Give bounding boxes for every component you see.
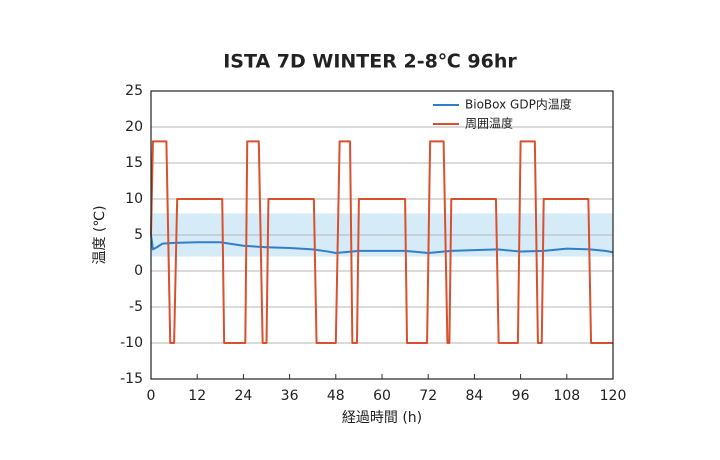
- chart-title: ISTA 7D WINTER 2-8℃ 96hr: [223, 51, 517, 73]
- y-tick-label: 10: [125, 191, 143, 207]
- x-tick-label: 120: [600, 388, 627, 404]
- x-tick-label: 36: [281, 388, 299, 404]
- x-tick-label: 84: [465, 388, 483, 404]
- y-tick-label: 25: [125, 83, 143, 99]
- legend-label: 周囲温度: [465, 116, 513, 131]
- x-tick-label: 72: [419, 388, 437, 404]
- series-line: [150, 140, 613, 344]
- y-tick-label: 0: [134, 263, 143, 279]
- x-tick-label: 96: [512, 388, 530, 404]
- x-tick-label: 108: [553, 388, 580, 404]
- x-tick-label: 24: [234, 388, 252, 404]
- y-tick-label: -5: [129, 299, 143, 315]
- x-axis-label: 経過時間 (h): [342, 410, 422, 426]
- x-tick-label: 0: [147, 388, 156, 404]
- y-tick-label: 20: [125, 119, 143, 135]
- y-tick-label: -15: [120, 371, 143, 387]
- y-tick-label: 15: [125, 155, 143, 171]
- plot-frame: [150, 90, 614, 380]
- y-tick-label: -10: [120, 335, 143, 351]
- x-tick-label: 48: [327, 388, 345, 404]
- x-tick-label: 12: [188, 388, 206, 404]
- y-tick-label: 5: [134, 227, 143, 243]
- y-axis-label: 温度 (℃): [92, 205, 108, 264]
- legend-label: BioBox GDP内温度: [465, 97, 572, 112]
- x-tick-label: 60: [373, 388, 391, 404]
